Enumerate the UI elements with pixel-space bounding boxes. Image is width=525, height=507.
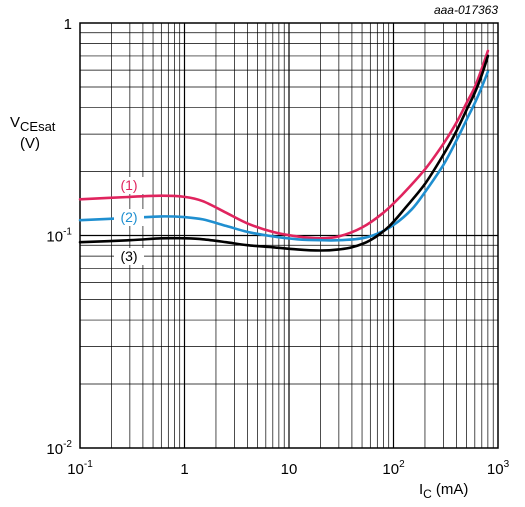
x-tick-base: 10	[487, 461, 504, 478]
x-tick-label: 10	[281, 461, 298, 478]
y-tick-base: 10	[46, 441, 63, 458]
x-tick-exponent: 3	[504, 459, 510, 470]
y-tick-label: 10-2	[46, 439, 72, 458]
series-label-background	[114, 248, 144, 265]
y-tick-label: 10-1	[46, 227, 72, 246]
x-tick-label: 103	[487, 459, 510, 478]
series-line-1	[78, 49, 490, 240]
y-axis-title-main: V	[10, 114, 20, 131]
y-tick-label: 1	[64, 16, 72, 33]
x-tick-label: 10-1	[67, 459, 93, 478]
x-tick-base: 10	[67, 461, 84, 478]
y-tick-labels: 110-110-2	[46, 16, 72, 458]
y-axis-title: VCEsat	[10, 114, 56, 134]
y-tick-exponent: -2	[63, 439, 72, 450]
series-label-3: (3)	[120, 248, 137, 264]
x-axis-title-main: I	[419, 481, 423, 498]
y-axis-title-sub: CEsat	[20, 119, 56, 134]
document-id: aaa-017363	[434, 3, 498, 17]
x-tick-base: 10	[281, 461, 298, 478]
x-tick-labels: 10-1 1 10 102 103	[67, 459, 509, 478]
x-axis-title: IC (mA)	[419, 481, 468, 501]
series-labels: (1) (2) (3)	[114, 177, 144, 265]
x-tick-base: 1	[180, 461, 188, 478]
y-axis-unit: (V)	[20, 135, 40, 152]
x-tick-exponent: 2	[399, 459, 405, 470]
y-tick-base: 10	[46, 229, 63, 246]
series-line-3	[78, 54, 490, 252]
x-axis-title-unit: (mA)	[436, 481, 469, 498]
y-tick-exponent: -1	[63, 227, 72, 238]
series-label-1: (1)	[120, 177, 137, 193]
plot-frame	[79, 22, 499, 449]
x-tick-label: 102	[382, 459, 405, 478]
series-layer	[78, 49, 490, 252]
x-tick-base: 10	[382, 461, 399, 478]
series-label-background	[114, 209, 144, 226]
x-tick-label: 1	[180, 461, 188, 478]
x-axis-title-sub: C	[423, 487, 432, 501]
x-tick-exponent: -1	[84, 459, 93, 470]
series-label-background	[114, 177, 144, 194]
y-tick-base: 1	[64, 16, 72, 33]
series-label-2: (2)	[120, 209, 137, 225]
series-line-2	[78, 70, 490, 242]
